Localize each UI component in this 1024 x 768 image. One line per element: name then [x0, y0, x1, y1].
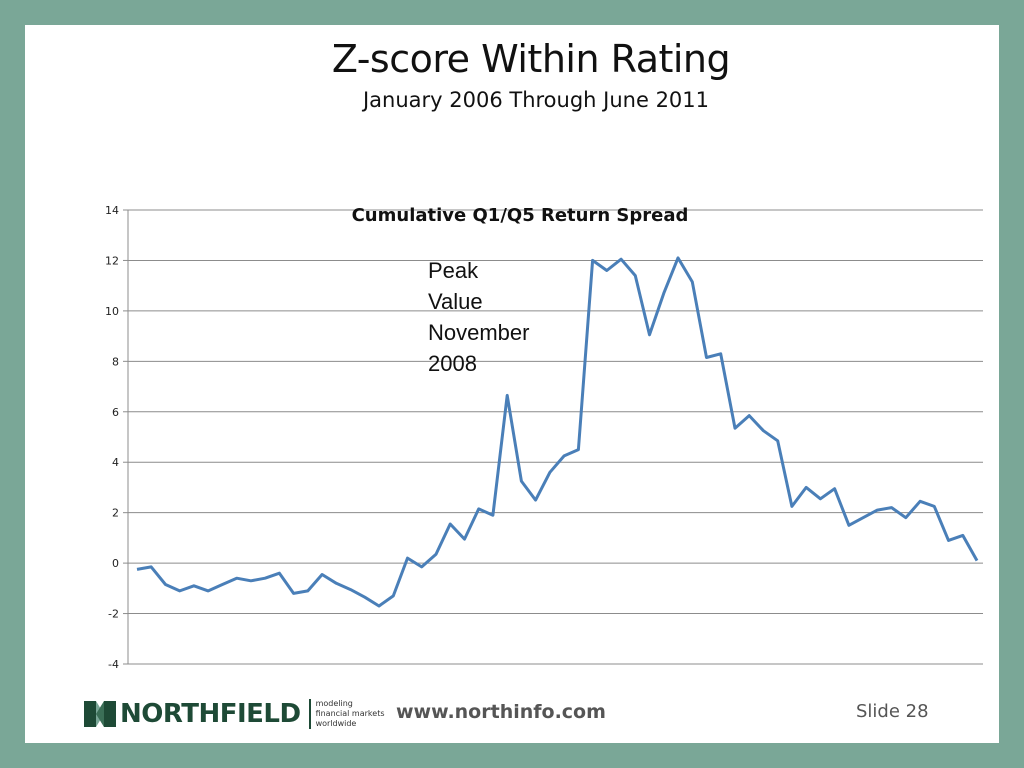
logo-tagline: modeling financial markets worldwide: [308, 699, 385, 729]
slide-number: Slide 28: [856, 701, 929, 722]
y-tick-label: 2: [112, 507, 119, 520]
peak-annotation-line: November: [428, 320, 529, 345]
y-tick-label: 14: [105, 204, 119, 217]
logo-wordmark: NORTHFIELD: [120, 699, 301, 729]
y-tick-label: 0: [112, 557, 119, 570]
y-tick-label: 4: [112, 456, 119, 469]
y-tick-label: 12: [105, 254, 119, 267]
y-tick-label: -2: [108, 608, 119, 621]
y-tick-label: 8: [112, 355, 119, 368]
northfield-logo: NORTHFIELD modeling financial markets wo…: [84, 698, 385, 730]
peak-annotation-line: Peak: [428, 258, 479, 283]
slide-canvas: [25, 25, 999, 743]
footer-url-link[interactable]: www.northinfo.com: [396, 701, 606, 723]
series-line: [136, 256, 979, 608]
slide-title: Z-score Within Rating: [331, 37, 731, 81]
northfield-logo-icon: [84, 701, 116, 727]
y-tick-label: -4: [108, 658, 119, 671]
logo-tagline-line: financial markets: [315, 709, 385, 718]
y-tick-label: 6: [112, 406, 119, 419]
chart-title: Cumulative Q1/Q5 Return Spread: [352, 205, 689, 226]
y-tick-label: 10: [105, 305, 119, 318]
peak-annotation-line: 2008: [428, 351, 477, 376]
slide-subtitle: January 2006 Through June 2011: [362, 88, 710, 112]
logo-tagline-line: modeling: [315, 699, 353, 708]
logo-tagline-line: worldwide: [315, 719, 357, 728]
peak-annotation-line: Value: [428, 289, 483, 314]
